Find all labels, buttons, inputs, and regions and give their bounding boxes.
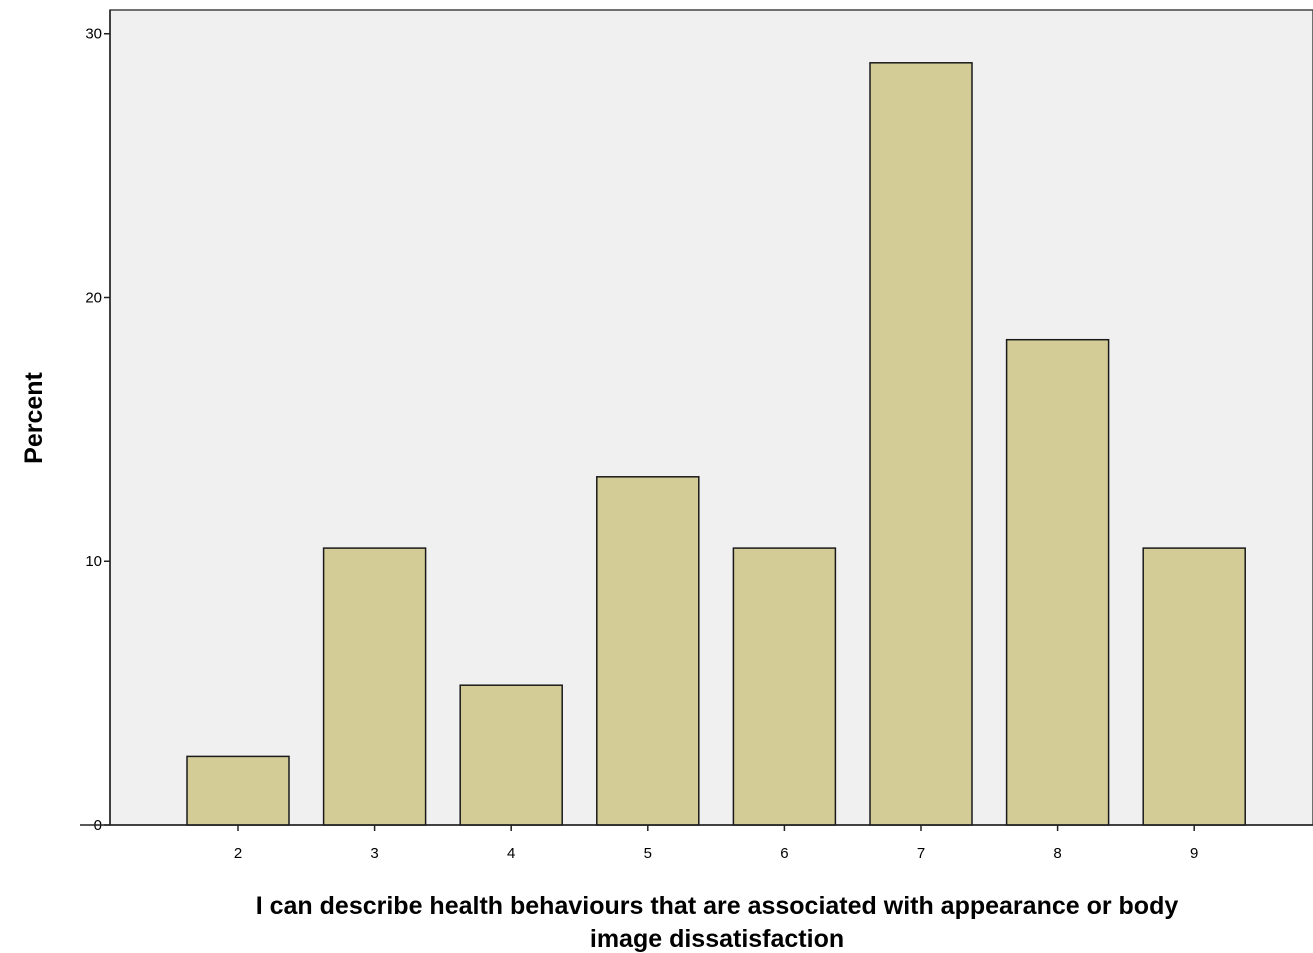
bar-6 bbox=[732, 547, 837, 826]
x-tick-label-5: 5 bbox=[644, 845, 652, 862]
bars-group bbox=[186, 62, 1246, 826]
bar-4 bbox=[459, 684, 563, 826]
bar-9 bbox=[1142, 547, 1246, 826]
bar-2 bbox=[186, 755, 290, 826]
x-axis-title-line-1: I can describe health behaviours that ar… bbox=[256, 892, 1179, 920]
x-tick-label-8: 8 bbox=[1053, 845, 1061, 862]
x-tick-label-4: 4 bbox=[507, 845, 515, 862]
y-tick-label-30: 30 bbox=[85, 26, 102, 43]
x-axis-title-line-2: image dissatisfaction bbox=[590, 925, 844, 953]
x-tick-label-2: 2 bbox=[234, 845, 242, 862]
x-axis: 2 3 4 5 6 7 8 9 bbox=[80, 824, 1313, 862]
y-axis-title: Percent bbox=[20, 371, 48, 463]
plot-background bbox=[109, 9, 1313, 826]
y-axis: 0102030 bbox=[85, 10, 111, 834]
x-tick-label-7: 7 bbox=[917, 845, 925, 862]
bar-3 bbox=[322, 547, 427, 826]
x-tick-label-3: 3 bbox=[370, 845, 378, 862]
x-tick-label-9: 9 bbox=[1190, 845, 1198, 862]
y-tick-label-10: 10 bbox=[85, 553, 102, 570]
bar-7 bbox=[869, 62, 973, 826]
y-tick-label-20: 20 bbox=[85, 289, 102, 306]
bar-5 bbox=[596, 476, 700, 826]
x-tick-label-6: 6 bbox=[780, 845, 788, 862]
bar-8 bbox=[1005, 338, 1110, 826]
